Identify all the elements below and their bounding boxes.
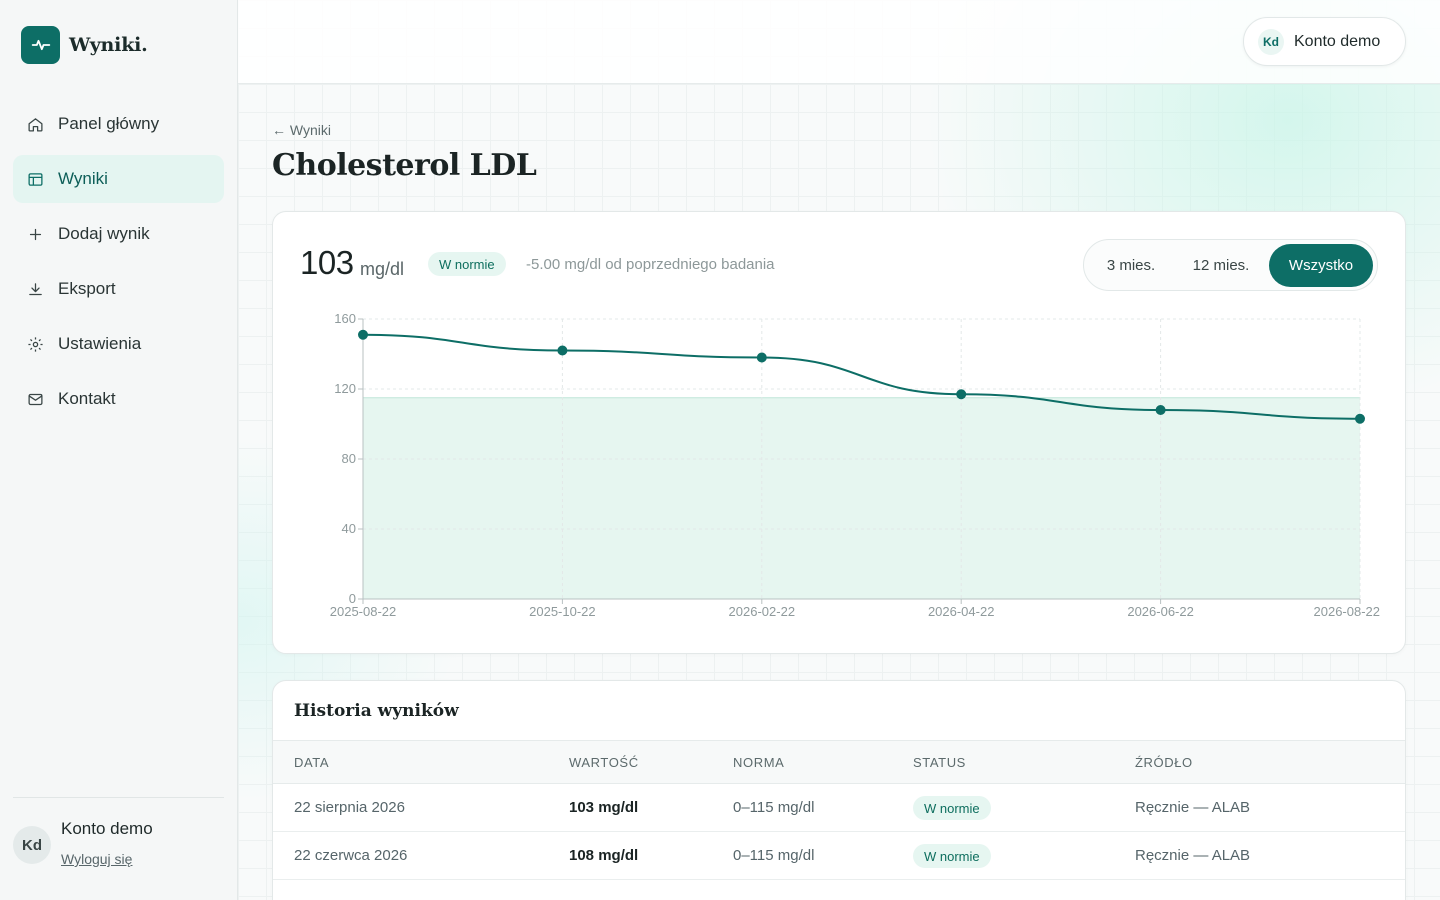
- divider: [13, 797, 224, 798]
- range-12m-button[interactable]: 12 mies.: [1192, 257, 1250, 274]
- avatar: Kd: [13, 826, 51, 864]
- sidebar-item-label: Eksport: [58, 279, 116, 298]
- x-tick-label: 2025-10-22: [529, 604, 596, 619]
- sidebar-item-label: Dodaj wynik: [58, 224, 150, 243]
- line-chart: 0 40 80 120 160 2025-08-22 2025-10-22 2026-02-2…: [330, 311, 1381, 619]
- current-value: 103: [300, 244, 354, 281]
- brand-name: Wyniki.: [69, 34, 148, 56]
- topbar: Kd Konto demo: [238, 0, 1440, 84]
- norm-range-area: [363, 397, 1360, 599]
- sidebar: Wyniki. Panel główny Wyniki Dodaj wynik …: [0, 0, 238, 900]
- y-tick-label: 80: [342, 451, 356, 466]
- cell-date: 22 czerwca 2026: [294, 847, 408, 864]
- table-header: DATA WARTOŚĆ NORMA STATUS ŹRÓDŁO: [273, 740, 1405, 784]
- table-row[interactable]: 22 sierpnia 2026 103 mg/dl 0–115 mg/dl W…: [273, 784, 1405, 832]
- x-tick-label: 2026-08-22: [1314, 604, 1381, 619]
- cell-source: Ręcznie — ALAB: [1135, 847, 1251, 864]
- cell-norm: 0–115 mg/dl: [733, 799, 815, 816]
- brand[interactable]: Wyniki.: [21, 26, 148, 64]
- column-header-date[interactable]: DATA: [294, 755, 330, 770]
- sidebar-item-dodaj[interactable]: Dodaj wynik: [13, 210, 224, 258]
- data-point: [956, 389, 967, 400]
- data-point: [557, 345, 568, 356]
- data-point: [358, 329, 368, 340]
- logout-link[interactable]: Wyloguj się: [61, 851, 133, 867]
- back-link[interactable]: ← Wyniki: [272, 122, 331, 138]
- status-badge: W normie: [913, 796, 991, 820]
- y-tick-label: 40: [342, 521, 356, 536]
- delta-text: -5.00 mg/dl od poprzedniego badania: [526, 256, 775, 273]
- history-title: Historia wyników: [294, 701, 459, 721]
- sidebar-item-ustawienia[interactable]: Ustawienia: [13, 320, 224, 368]
- sidebar-item-label: Ustawienia: [58, 334, 142, 353]
- main-content: Kd Konto demo ← Wyniki Cholesterol LDL 0…: [238, 0, 1440, 900]
- column-header-value[interactable]: WARTOŚĆ: [569, 755, 639, 770]
- x-tick-label: 2025-08-22: [330, 604, 397, 619]
- column-header-norm[interactable]: NORMA: [733, 755, 785, 770]
- sidebar-item-eksport[interactable]: Eksport: [13, 265, 224, 313]
- gear-icon: [26, 335, 44, 353]
- user-name: Konto demo: [61, 819, 153, 838]
- page-title: Cholesterol LDL: [272, 148, 537, 183]
- y-tick-label: 120: [334, 381, 356, 396]
- column-header-status[interactable]: STATUS: [913, 755, 966, 770]
- sidebar-item-label: Wyniki: [58, 169, 108, 188]
- cell-norm: 0–115 mg/dl: [733, 847, 815, 864]
- table-row[interactable]: 22 czerwca 2026 108 mg/dl 0–115 mg/dl W …: [273, 832, 1405, 880]
- cell-source: Ręcznie — ALAB: [1135, 799, 1251, 816]
- sidebar-item-panel[interactable]: Panel główny: [13, 100, 224, 148]
- sidebar-item-wyniki[interactable]: Wyniki: [13, 155, 224, 203]
- cell-value: 103 mg/dl: [569, 799, 639, 816]
- status-badge: W normie: [428, 252, 506, 276]
- current-unit: mg/dl: [360, 259, 405, 279]
- y-tick-label: 0: [349, 591, 356, 606]
- pulse-logo-icon: [21, 26, 60, 64]
- mail-icon: [26, 390, 44, 408]
- column-header-source[interactable]: ŹRÓDŁO: [1135, 755, 1193, 770]
- home-icon: [26, 115, 44, 133]
- sidebar-item-label: Panel główny: [58, 114, 160, 133]
- data-point: [1355, 413, 1365, 424]
- series-line: [362, 333, 1361, 420]
- y-tick-label: 160: [334, 311, 356, 326]
- x-tick-label: 2026-04-22: [928, 604, 995, 619]
- account-menu-button[interactable]: Kd Konto demo: [1243, 17, 1406, 66]
- x-tick-label: 2026-02-22: [729, 604, 796, 619]
- cell-date: 22 sierpnia 2026: [294, 799, 405, 816]
- history-card: Historia wyników DATA WARTOŚĆ NORMA STAT…: [272, 680, 1406, 900]
- data-point: [1155, 405, 1166, 415]
- user-box: Kd Konto demo Wyloguj się: [13, 816, 153, 867]
- cell-value: 108 mg/dl: [569, 847, 639, 864]
- account-name: Konto demo: [1294, 32, 1381, 50]
- account-avatar: Kd: [1258, 28, 1284, 55]
- chart-card: 0 40 80 120 160 2025-08-22 2025-10-22 2026-02-2…: [272, 211, 1406, 654]
- sidebar-item-label: Kontakt: [58, 389, 116, 408]
- status-badge: W normie: [913, 844, 991, 868]
- range-3m-button[interactable]: 3 mies.: [1106, 257, 1156, 274]
- download-icon: [26, 280, 44, 298]
- table-icon: [26, 170, 44, 188]
- sidebar-item-kontakt[interactable]: Kontakt: [13, 375, 224, 423]
- data-point: [756, 352, 767, 363]
- x-tick-label: 2026-06-22: [1127, 604, 1194, 619]
- range-all-button[interactable]: Wszystko: [1269, 244, 1373, 287]
- plus-icon: [26, 225, 44, 243]
- sidebar-nav: Panel główny Wyniki Dodaj wynik Eksport …: [13, 100, 224, 430]
- range-toggle: 3 mies. 12 mies. Wszystko: [1083, 239, 1378, 291]
